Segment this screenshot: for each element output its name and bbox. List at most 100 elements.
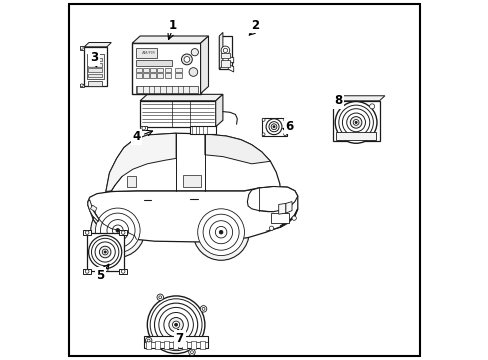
Bar xyxy=(220,53,230,58)
Circle shape xyxy=(197,209,244,256)
Circle shape xyxy=(99,246,111,258)
Polygon shape xyxy=(332,101,379,141)
Circle shape xyxy=(112,225,123,236)
Bar xyxy=(271,213,289,223)
Bar xyxy=(164,68,170,72)
Text: 7: 7 xyxy=(175,332,183,345)
Text: 6: 6 xyxy=(285,120,293,132)
Bar xyxy=(182,341,187,349)
Circle shape xyxy=(80,84,83,87)
Text: 5: 5 xyxy=(96,269,104,282)
Circle shape xyxy=(174,323,177,326)
Circle shape xyxy=(95,208,140,253)
Polygon shape xyxy=(87,233,123,271)
Bar xyxy=(136,73,142,78)
Circle shape xyxy=(91,238,119,266)
Circle shape xyxy=(191,49,198,56)
Circle shape xyxy=(349,117,361,128)
Polygon shape xyxy=(106,133,176,192)
Polygon shape xyxy=(84,42,111,47)
Bar xyxy=(146,341,151,349)
Polygon shape xyxy=(261,118,286,136)
Bar xyxy=(164,73,170,78)
Polygon shape xyxy=(140,94,223,101)
Polygon shape xyxy=(280,209,297,227)
Polygon shape xyxy=(80,84,84,87)
Circle shape xyxy=(337,136,342,141)
Bar xyxy=(88,63,102,67)
Polygon shape xyxy=(183,175,201,187)
Circle shape xyxy=(145,337,152,344)
Bar xyxy=(191,341,196,349)
Circle shape xyxy=(121,231,125,234)
Polygon shape xyxy=(80,46,84,50)
Polygon shape xyxy=(83,230,91,235)
Bar xyxy=(157,68,163,72)
Circle shape xyxy=(291,216,296,220)
Circle shape xyxy=(265,119,282,135)
Circle shape xyxy=(219,230,223,234)
Text: 3: 3 xyxy=(90,51,98,64)
Circle shape xyxy=(172,321,179,328)
Circle shape xyxy=(91,203,144,257)
Circle shape xyxy=(283,133,286,136)
Polygon shape xyxy=(228,57,233,63)
Circle shape xyxy=(157,294,163,301)
Polygon shape xyxy=(132,36,208,43)
Circle shape xyxy=(85,231,89,234)
Polygon shape xyxy=(143,336,208,348)
Bar xyxy=(220,60,230,67)
Polygon shape xyxy=(190,126,215,134)
Circle shape xyxy=(150,299,202,351)
Circle shape xyxy=(223,48,227,53)
Bar xyxy=(175,68,182,72)
Bar xyxy=(87,54,104,79)
Circle shape xyxy=(147,296,204,354)
Bar xyxy=(136,68,142,72)
Circle shape xyxy=(346,113,365,132)
Bar xyxy=(136,48,157,58)
Circle shape xyxy=(101,213,135,248)
Circle shape xyxy=(215,226,226,238)
Bar xyxy=(142,68,149,72)
Bar xyxy=(88,68,102,72)
Polygon shape xyxy=(285,202,291,213)
Bar xyxy=(336,132,375,140)
Bar xyxy=(88,81,102,86)
Polygon shape xyxy=(219,32,223,69)
Bar xyxy=(88,58,102,61)
Circle shape xyxy=(80,46,83,49)
Polygon shape xyxy=(88,186,297,242)
Polygon shape xyxy=(204,134,270,164)
Circle shape xyxy=(163,312,188,337)
Text: 4: 4 xyxy=(132,130,141,143)
Polygon shape xyxy=(127,176,136,187)
Bar xyxy=(88,74,102,77)
Circle shape xyxy=(121,270,125,273)
Circle shape xyxy=(283,118,286,121)
Polygon shape xyxy=(278,203,285,214)
Circle shape xyxy=(181,54,192,65)
Bar xyxy=(150,68,156,72)
Polygon shape xyxy=(84,47,107,86)
Circle shape xyxy=(270,124,276,130)
Circle shape xyxy=(200,306,206,312)
Circle shape xyxy=(168,318,183,332)
Polygon shape xyxy=(106,133,280,192)
Polygon shape xyxy=(93,209,136,239)
Circle shape xyxy=(369,104,374,109)
Circle shape xyxy=(154,303,197,346)
Circle shape xyxy=(352,120,358,125)
Polygon shape xyxy=(228,65,233,72)
Polygon shape xyxy=(140,126,147,130)
Text: AM/FM: AM/FM xyxy=(142,50,156,55)
Circle shape xyxy=(203,214,239,250)
Circle shape xyxy=(95,242,115,262)
Bar xyxy=(157,73,163,78)
Polygon shape xyxy=(215,94,223,127)
Circle shape xyxy=(209,221,232,244)
Circle shape xyxy=(262,133,264,136)
Circle shape xyxy=(88,235,122,269)
Polygon shape xyxy=(119,269,127,274)
Circle shape xyxy=(268,122,279,132)
